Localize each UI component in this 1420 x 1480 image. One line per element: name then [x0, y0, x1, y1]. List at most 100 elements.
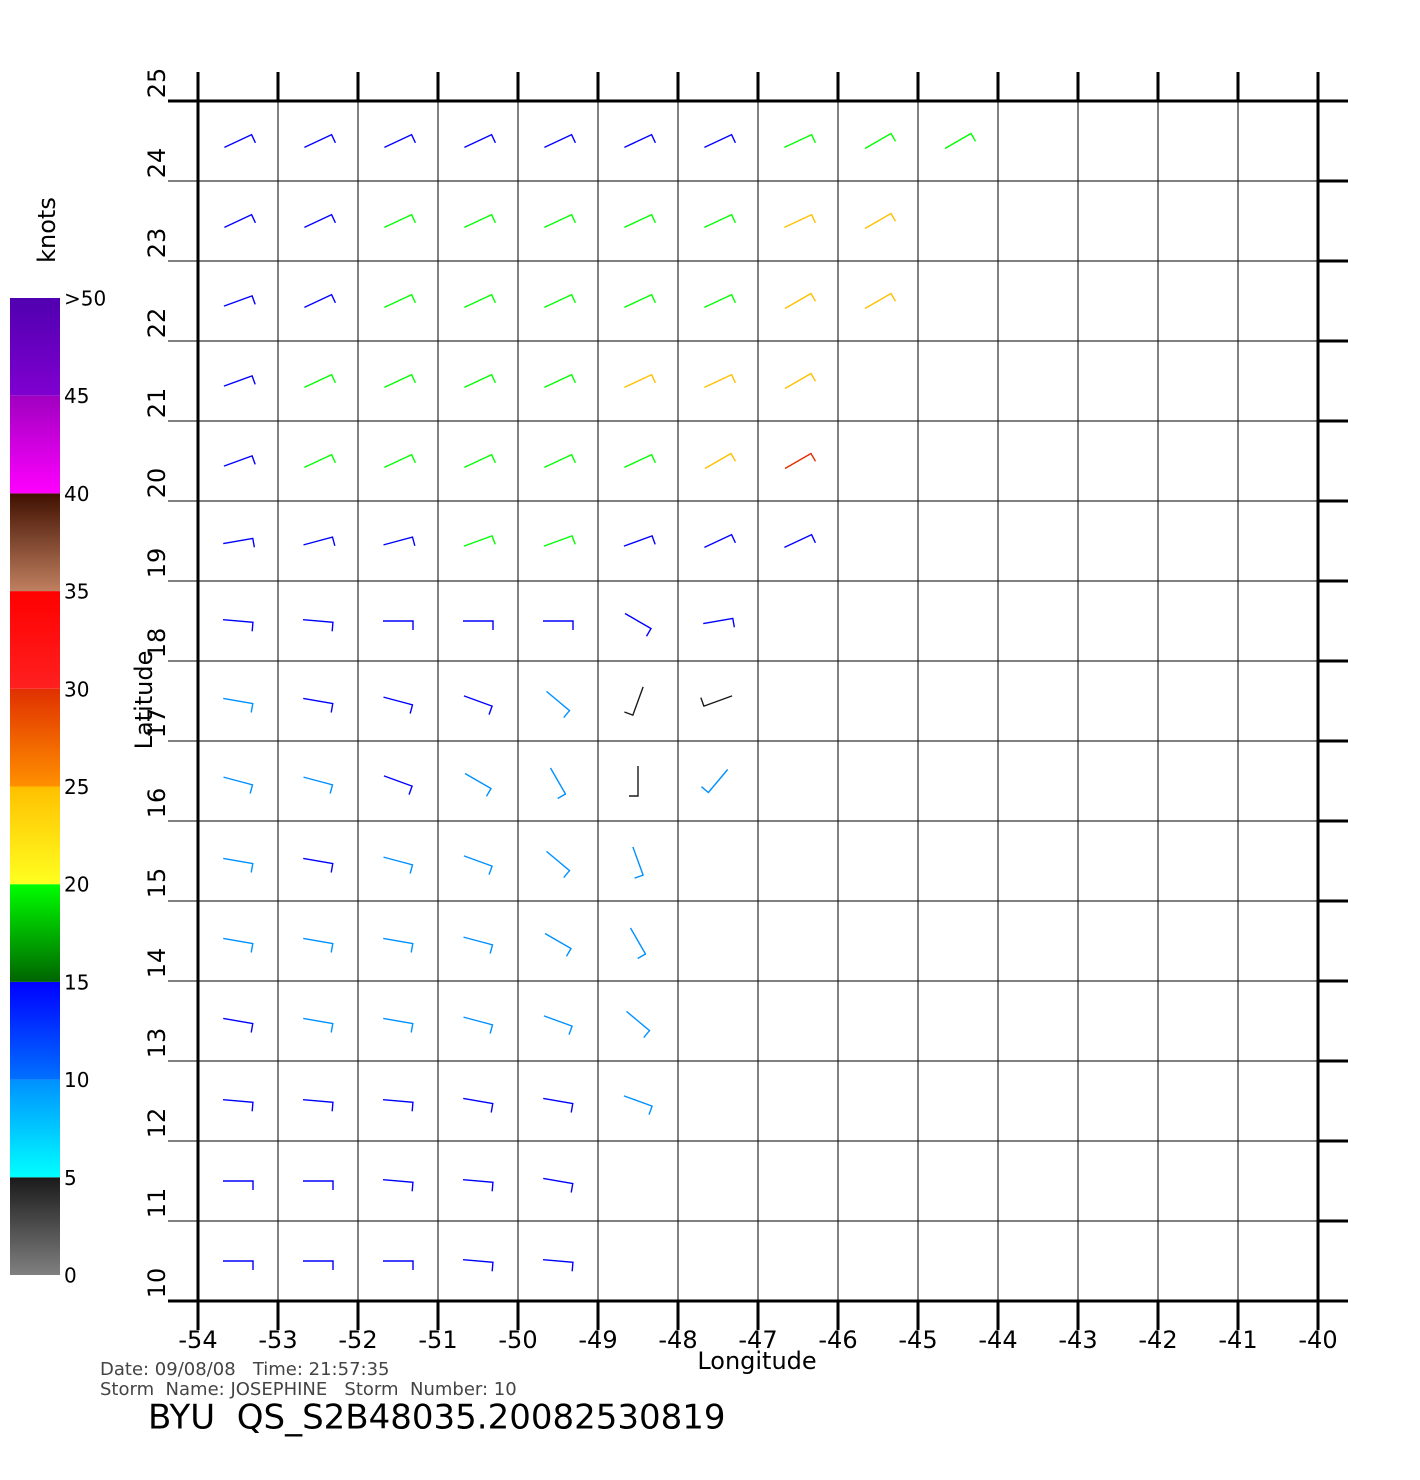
colorbar-tick-label: 35	[64, 580, 89, 604]
y-tick-label: 19	[143, 548, 171, 579]
wind-barb	[784, 372, 817, 390]
x-tick-label: -48	[658, 1326, 697, 1354]
wind-barb	[383, 775, 413, 795]
colorbar-tick-label: 40	[64, 482, 89, 506]
wind-barb	[384, 293, 417, 308]
wind-barb	[543, 620, 574, 630]
colorbar-tick-label: 45	[64, 384, 89, 408]
wind-barb	[542, 1258, 574, 1272]
x-tick-label: -54	[178, 1326, 217, 1354]
colorbar-bin	[10, 395, 60, 494]
wind-barb	[624, 293, 657, 308]
wind-barb	[704, 452, 737, 470]
wind-barb	[384, 213, 417, 228]
colorbar-tick-label: 5	[64, 1166, 77, 1190]
wind-barb	[223, 454, 256, 467]
x-tick-label: -46	[818, 1326, 857, 1354]
wind-barb	[383, 1017, 414, 1033]
footer-date: Date: 09/08/08 Time: 21:57:35	[100, 1359, 390, 1380]
colorbar-tick-label: 0	[64, 1264, 77, 1288]
colorbar-tick-label: 30	[64, 677, 89, 701]
colorbar-bin	[10, 591, 60, 689]
x-tick-label: -50	[498, 1326, 537, 1354]
colorbar-bin	[10, 688, 60, 787]
wind-barb	[223, 697, 254, 713]
wind-barb	[382, 1178, 414, 1192]
wind-barb	[303, 1260, 334, 1270]
y-tick-label: 21	[143, 388, 171, 419]
y-tick-label: 13	[143, 1028, 171, 1059]
wind-barb	[463, 534, 496, 547]
wind-barb	[704, 213, 737, 228]
x-tick-label: -45	[898, 1326, 937, 1354]
wind-barb	[784, 213, 817, 228]
y-tick-label: 15	[143, 868, 171, 899]
wind-barb	[303, 857, 334, 873]
wind-barb	[549, 767, 567, 800]
wind-barb	[463, 1016, 494, 1034]
wind-barb	[944, 132, 977, 150]
wind-barb	[303, 536, 336, 546]
y-tick-label: 14	[143, 948, 171, 979]
wind-barb	[624, 453, 657, 468]
colorbar-title: knots	[33, 197, 61, 263]
colorbar-bin	[10, 884, 60, 982]
wind-barb	[704, 293, 737, 308]
wind-barb	[303, 1017, 334, 1033]
wind-barb	[864, 292, 897, 310]
colorbar-tick-label: 10	[64, 1068, 89, 1092]
wind-barb	[623, 1095, 653, 1115]
wind-barb	[704, 133, 737, 148]
wind-barb	[464, 133, 497, 148]
wind-barb	[703, 617, 736, 628]
wind-barb	[544, 453, 577, 468]
wind-barb	[700, 695, 733, 708]
x-tick-label: -51	[418, 1326, 457, 1354]
wind-barb	[223, 1017, 254, 1033]
wind-barb	[303, 697, 334, 713]
colorbar-bin	[10, 981, 60, 1080]
wind-barb	[304, 453, 337, 468]
wind-barb	[222, 1098, 254, 1112]
y-tick-label: 12	[143, 1108, 171, 1139]
wind-barb	[463, 855, 493, 875]
wind-barb	[784, 292, 817, 310]
wind-barb	[302, 1098, 334, 1112]
x-axis-label: Longitude	[697, 1347, 816, 1375]
wind-barb	[463, 695, 493, 715]
x-tick-label: -41	[1218, 1326, 1257, 1354]
x-tick-label: -52	[338, 1326, 377, 1354]
wind-barb	[223, 776, 254, 794]
wind-barb	[864, 132, 897, 150]
y-tick-label: 23	[143, 228, 171, 259]
wind-barb	[544, 213, 577, 228]
y-tick-label: 10	[143, 1268, 171, 1299]
y-tick-label: 16	[143, 788, 171, 819]
y-axis-label: Latitude	[130, 651, 158, 750]
colorbar-tick-label: >50	[64, 287, 106, 311]
wind-barb	[463, 620, 494, 630]
wind-barb	[543, 1015, 573, 1035]
wind-barb	[384, 453, 417, 468]
wind-barb	[383, 856, 414, 874]
wind-barb	[223, 374, 256, 387]
wind-barb	[544, 293, 577, 308]
wind-barb	[304, 213, 337, 228]
wind-barb	[224, 133, 257, 148]
footer-title: BYU QS_S2B48035.20082530819	[148, 1398, 726, 1438]
wind-barb	[223, 1260, 254, 1270]
colorbar-bin	[10, 786, 60, 885]
wind-barb	[303, 937, 334, 953]
wind-barb	[546, 850, 571, 878]
wind-barb	[223, 937, 254, 953]
wind-barb	[632, 846, 645, 879]
x-tick-label: -47	[738, 1326, 777, 1354]
wind-barb	[464, 772, 492, 797]
wind-barb	[383, 536, 416, 546]
wind-barb	[543, 1177, 574, 1193]
wind-barb	[303, 1180, 334, 1190]
wind-barb	[304, 133, 337, 148]
colorbar-bin	[10, 1177, 60, 1275]
wind-barb	[382, 1098, 414, 1112]
